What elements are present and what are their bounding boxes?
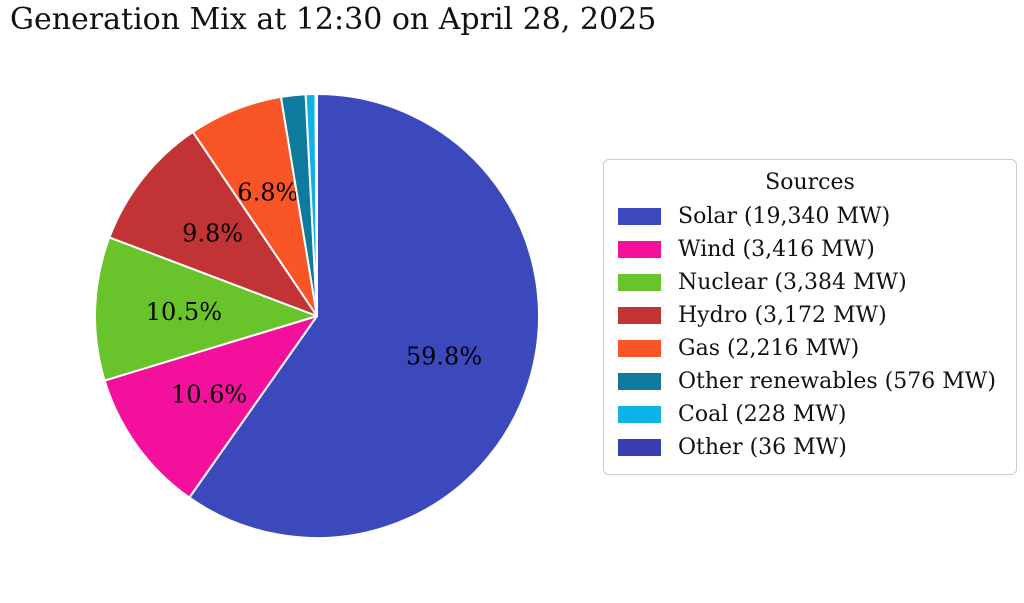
legend-swatch [618,241,661,258]
legend-item: Solar (19,340 MW) [612,200,1008,233]
pie-slice-hydro [108,130,318,317]
legend-item-label: Hydro (3,172 MW) [678,303,887,328]
legend-item: Hydro (3,172 MW) [612,299,1008,332]
pie-percent-label: 9.8% [182,220,243,248]
legend-swatch [618,307,661,324]
pie-slice-solar [188,93,540,539]
legend-item-label: Wind (3,416 MW) [678,237,875,262]
pie-slice-wind [103,315,318,499]
legend-item: Wind (3,416 MW) [612,233,1008,266]
legend-item-label: Nuclear (3,384 MW) [678,270,907,295]
pie-slice-other [314,93,318,317]
legend: Sources Solar (19,340 MW) Wind (3,416 MW… [603,159,1017,475]
legend-swatch [618,406,661,423]
legend-item: Nuclear (3,384 MW) [612,266,1008,299]
legend-item-label: Other (36 MW) [678,435,847,460]
legend-item: Other renewables (576 MW) [612,365,1008,398]
legend-swatch [618,373,661,390]
legend-swatch [618,208,661,225]
legend-swatch [618,439,661,456]
legend-item: Other (36 MW) [612,431,1008,464]
legend-title: Sources [765,170,855,195]
legend-swatch [618,274,661,291]
chart-title: Generation Mix at 12:30 on April 28, 202… [10,2,657,37]
legend-swatch [618,340,661,357]
legend-rows: Solar (19,340 MW) Wind (3,416 MW) Nuclea… [612,200,1008,464]
legend-item-label: Coal (228 MW) [678,402,847,427]
pie-slice-nuclear [94,236,318,382]
legend-item: Coal (228 MW) [612,398,1008,431]
pie-percent-label: 10.5% [146,298,222,326]
pie-percent-label: 6.8% [237,179,298,207]
legend-item-label: Gas (2,216 MW) [678,336,860,361]
pie-percent-label: 10.6% [171,381,247,409]
pie-percent-label: 59.8% [406,343,482,371]
legend-item-label: Solar (19,340 MW) [678,204,891,229]
legend-item: Gas (2,216 MW) [612,332,1008,365]
legend-item-label: Other renewables (576 MW) [678,369,996,394]
